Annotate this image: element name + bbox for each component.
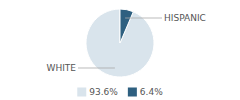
pie	[86, 9, 154, 77]
leader-line	[125, 18, 162, 19]
slice-label: HISPANIC	[164, 13, 206, 23]
legend-label: 6.4%	[140, 87, 163, 97]
chart: WHITE HISPANIC 93.6% 6.4%	[0, 0, 240, 100]
pie-slice	[86, 9, 154, 77]
leader-line	[78, 67, 115, 68]
slice-labels: WHITE HISPANIC	[46, 13, 205, 73]
legend-swatch	[77, 88, 86, 97]
legend: 93.6% 6.4%	[77, 87, 163, 97]
legend-label: 93.6%	[89, 87, 118, 97]
slice-label: WHITE	[46, 63, 76, 73]
legend-swatch	[128, 88, 137, 97]
pie-slice	[120, 9, 133, 43]
